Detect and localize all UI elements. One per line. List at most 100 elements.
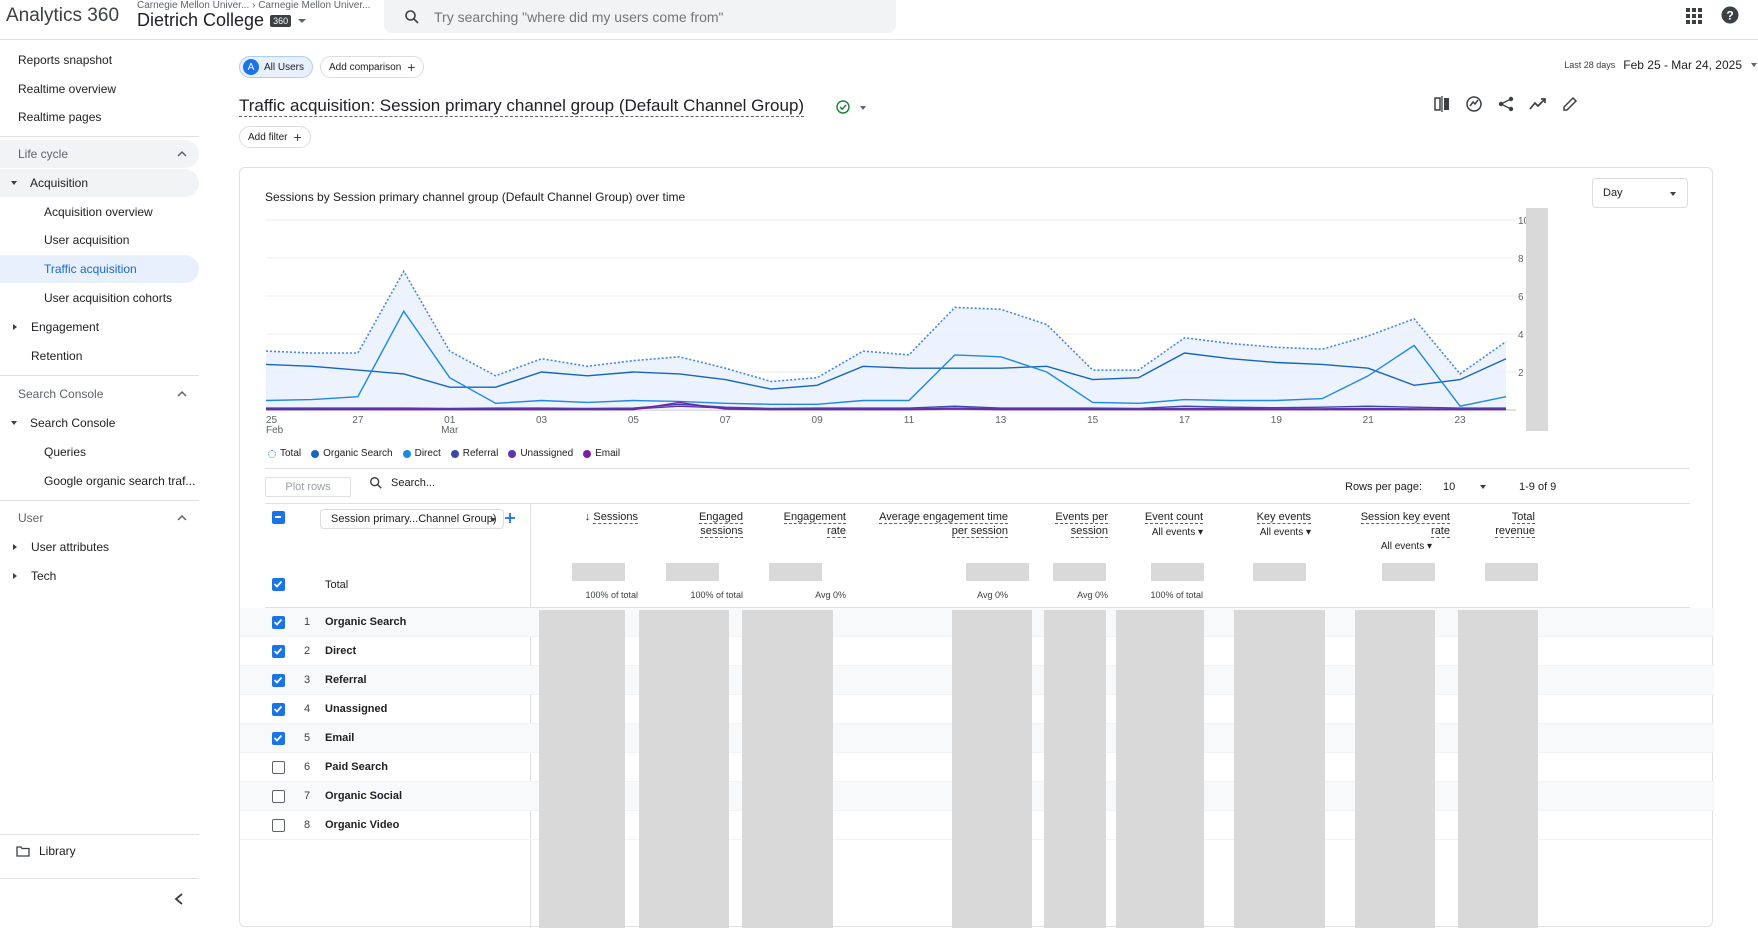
apps-icon[interactable] [1684,6,1704,26]
total-percent-label: Avg 0% [1077,590,1108,600]
sidebar-item-traffic-acquisition[interactable]: Traffic acquisition [0,255,199,283]
row-checkbox[interactable] [272,616,285,629]
column-header[interactable]: ↓ Sessions [548,510,638,524]
chart-scroll-strip[interactable] [1526,208,1548,431]
sidebar-item-user-acquisition[interactable]: User acquisition [44,233,130,247]
series-line-organic-search [265,352,1507,390]
sidebar-item-realtime-pages[interactable]: Realtime pages [18,110,102,124]
segment-chip[interactable]: A All Users [239,56,314,78]
legend-item[interactable]: Email [583,448,620,459]
total-percent-label: 100% of total [690,590,743,600]
column-header[interactable]: Engagement rate [756,510,846,538]
x-tick-label: 27 [352,415,364,426]
sidebar-item-tech[interactable]: Tech [0,562,56,590]
event-filter-select[interactable]: All events ▾ [1151,527,1203,538]
plot-rows-button[interactable]: Plot rows [265,477,351,497]
add-comparison-button[interactable]: Add comparison + [320,56,425,78]
search-input[interactable] [434,8,874,25]
column-header-label: Engagement [783,511,846,524]
sidebar-item-realtime-overview[interactable]: Realtime overview [18,82,117,96]
app-name[interactable]: Analytics 360 [6,5,120,26]
dimension-select[interactable]: Session primary...Channel Group) [320,509,504,529]
table-search-placeholder: Search... [391,477,436,489]
event-filter-select[interactable]: All events ▾ [1259,527,1311,538]
sidebar-item-user-attributes[interactable]: User attributes [0,533,109,561]
section-search-console[interactable]: Search Console [0,380,199,408]
row-channel-name[interactable]: Organic Social [325,790,403,802]
sidebar-item-google-organic-search[interactable]: Google organic search traf... [44,474,196,488]
sidebar-item-user-acquisition-cohorts[interactable]: User acquisition cohorts [44,291,173,305]
granularity-select[interactable]: Day [1592,178,1688,208]
column-header[interactable]: Engaged sessions [653,510,743,538]
row-checkbox[interactable] [272,674,285,687]
column-header[interactable]: Total revenue [1455,510,1535,538]
column-header[interactable]: Session key event rate All events ▾ [1320,510,1450,554]
add-filter-button[interactable]: Add filter + [239,126,311,148]
caret-down-icon[interactable] [859,104,867,112]
row-checkbox[interactable] [272,761,285,774]
date-range-picker[interactable]: Last 28 days Feb 25 - Mar 24, 2025 [1564,58,1758,72]
row-number: 8 [304,819,311,831]
sidebar-item-search-console[interactable]: Search Console [0,409,115,437]
column-header[interactable]: Key events All events ▾ [1211,510,1311,540]
legend-item[interactable]: Organic Search [311,448,393,459]
sidebar-item-engagement[interactable]: Engagement [0,313,99,341]
dimension-label: Session primary...Channel Group) [331,513,497,525]
legend-item[interactable]: Referral [450,448,498,459]
row-channel-name[interactable]: Paid Search [325,761,388,773]
series-line-direct [265,309,1507,407]
divider [265,468,1690,469]
divider [0,834,199,835]
row-channel-name[interactable]: Unassigned [325,703,388,715]
column-header-label-2: revenue [1495,525,1535,538]
column-header[interactable]: Event count All events ▾ [1113,510,1203,540]
sidebar-item-library[interactable]: Library [0,837,76,865]
row-checkbox[interactable] [272,703,285,716]
column-header-label-2: session [1070,525,1108,538]
row-checkbox[interactable] [272,645,285,658]
column-header[interactable]: Events per session [1018,510,1108,538]
row-checkbox[interactable] [272,819,285,832]
breadcrumb-account[interactable]: Carnegie Mellon Univer... [137,0,250,11]
edit-icon[interactable] [1561,95,1579,113]
row-channel-name[interactable]: Direct [325,645,357,657]
row-channel-name[interactable]: Organic Video [325,819,400,831]
select-all-checkbox[interactable] [272,511,285,524]
help-icon[interactable]: ? [1720,5,1740,25]
sidebar-item-reports-snapshot[interactable]: Reports snapshot [18,53,113,67]
insights-icon[interactable] [1465,95,1483,113]
compare-icon[interactable] [1433,95,1451,113]
legend-item[interactable]: Total [268,448,301,459]
collapse-sidebar-icon[interactable] [173,892,185,906]
legend-label: Organic Search [323,448,393,459]
breadcrumb[interactable]: Carnegie Mellon Univer... › Carnegie Mel… [137,0,370,11]
section-user[interactable]: User [0,504,199,532]
legend-item[interactable]: Direct [402,448,441,459]
column-header[interactable]: Average engagement time per session [858,510,1008,538]
table-search[interactable]: Search... [369,476,435,490]
rows-per-page-select[interactable]: 10 [1435,477,1491,497]
legend-item[interactable]: Unassigned [508,448,573,459]
sidebar-item-acquisition[interactable]: Acquisition [0,169,199,197]
redacted-total-value [1382,563,1435,581]
sidebar-item-queries[interactable]: Queries [44,445,87,459]
sidebar-item-retention[interactable]: Retention [31,349,83,363]
add-dimension-icon[interactable] [504,512,516,524]
trend-icon[interactable] [1529,95,1547,113]
caret-down-icon [1670,192,1676,196]
row-channel-name[interactable]: Email [325,732,355,744]
event-filter-select[interactable]: All events ▾ [1380,541,1432,552]
report-card: Sessions by Session primary channel grou… [239,167,1714,928]
breadcrumb-property[interactable]: Carnegie Mellon Univer... [258,0,371,11]
property-selector[interactable]: Dietrich College 360 [137,10,307,31]
row-channel-name[interactable]: Organic Search [325,616,407,628]
sidebar-item-acquisition-overview[interactable]: Acquisition overview [44,205,153,219]
row-checkbox[interactable] [272,790,285,803]
row-number: 3 [304,674,311,686]
share-icon[interactable] [1497,95,1515,113]
section-life-cycle[interactable]: Life cycle [0,140,199,168]
row-checkbox[interactable] [272,732,285,745]
total-checkbox[interactable] [272,578,285,591]
global-search[interactable] [384,0,896,33]
row-channel-name[interactable]: Referral [325,674,367,686]
